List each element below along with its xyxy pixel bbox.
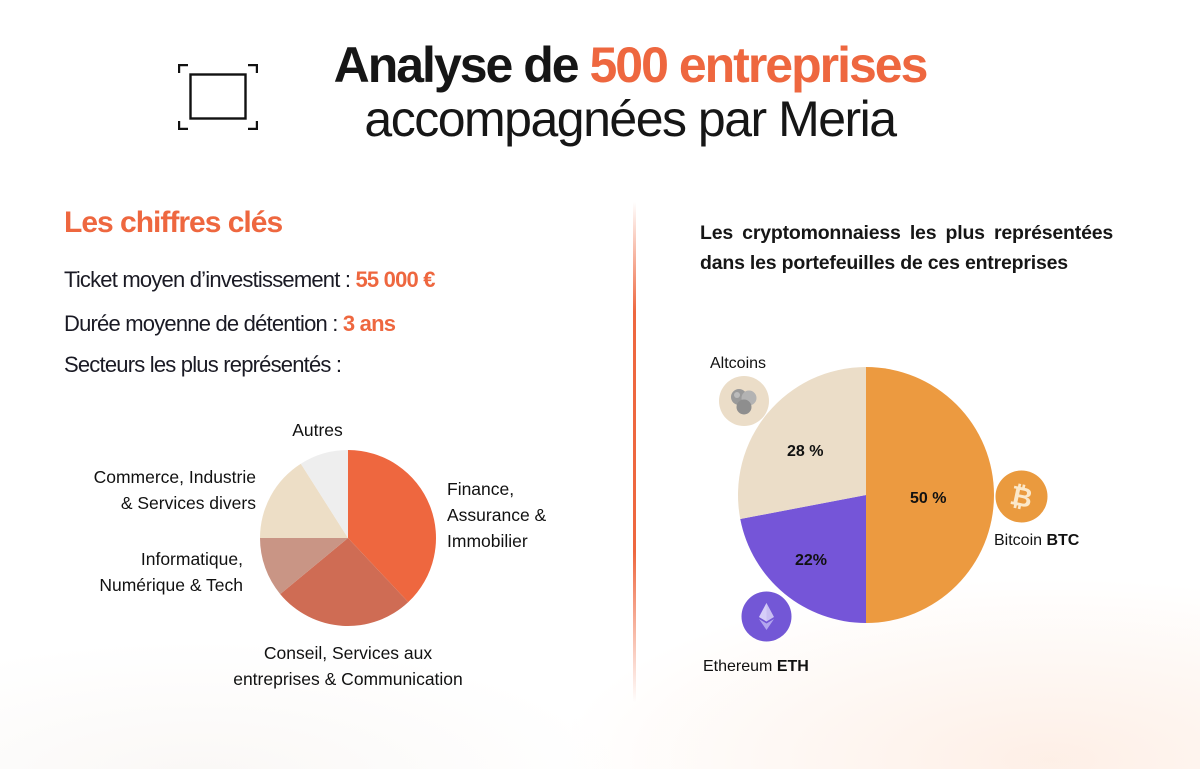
pie-slice-bitcoin bbox=[866, 367, 994, 623]
ethereum-ticker: ETH bbox=[776, 658, 809, 675]
label-autres: Autres bbox=[292, 420, 343, 440]
bitcoin-name: Bitcoin bbox=[994, 532, 1047, 549]
label-altcoins: Altcoins bbox=[710, 355, 767, 372]
section-divider bbox=[633, 202, 636, 702]
title-line-2: accompagnées par Meria bbox=[364, 91, 897, 147]
ethereum-name: Ethereum bbox=[703, 658, 777, 675]
title-line-1: Analyse de 500 entreprises bbox=[260, 40, 1000, 90]
duration-line: Durée moyenne de détention : 3 ans bbox=[64, 311, 396, 337]
duration-label: Durée moyenne de détention : bbox=[64, 311, 343, 336]
title-accent: 500 entreprises bbox=[589, 37, 929, 93]
frame-corners-icon bbox=[178, 64, 258, 130]
pie-slice-altcoins bbox=[738, 367, 866, 519]
pie-slice-commerce bbox=[260, 463, 348, 538]
duration-value: 3 ans bbox=[342, 311, 396, 336]
title-prefix: Analyse de bbox=[333, 37, 590, 93]
pie-slice-autres bbox=[300, 450, 348, 538]
crypto-pie-chart bbox=[738, 367, 994, 623]
pie-slice-finance bbox=[348, 450, 436, 603]
label-finance-text: Finance, Assurance & Immobilier bbox=[447, 479, 547, 551]
label-informatique-text: Informatique, Numérique & Tech bbox=[99, 549, 243, 595]
label-informatique: Informatique, Numérique & Tech bbox=[40, 546, 243, 598]
ethereum-icon bbox=[741, 591, 792, 642]
pie-slice-informatique bbox=[260, 538, 348, 595]
pct-altcoins: 28 % bbox=[787, 443, 824, 460]
key-figures-heading: Les chiffres clés bbox=[64, 206, 283, 239]
sectors-label: Secteurs les plus représentés : bbox=[64, 352, 342, 377]
pie-slice-conseil bbox=[280, 538, 409, 626]
pct-eth: 22% bbox=[795, 552, 828, 569]
altcoins-icon bbox=[719, 376, 769, 426]
bitcoin-icon: ₿ bbox=[995, 470, 1048, 523]
label-conseil: Conseil, Services aux entreprises & Commu… bbox=[190, 640, 506, 692]
ticket-value: 55 000 € bbox=[355, 267, 435, 292]
sectors-pie-chart bbox=[260, 450, 436, 626]
pct-btc: 50 % bbox=[910, 490, 947, 507]
label-conseil-text: Conseil, Services aux entreprises & Commu… bbox=[233, 643, 463, 689]
bitcoin-ticker: BTC bbox=[1046, 532, 1080, 549]
pie-slice-ethereum bbox=[740, 495, 866, 623]
label-bitcoin: Bitcoin BTC bbox=[994, 532, 1079, 550]
ticket-line: Ticket moyen d’investissement : 55 000 € bbox=[64, 267, 436, 293]
ticket-label: Ticket moyen d’investissement : bbox=[64, 267, 356, 292]
crypto-heading: Les cryptomonnaiess les plus représentée… bbox=[700, 222, 1113, 274]
label-commerce-text: Commerce, Industrie & Services divers bbox=[93, 467, 256, 513]
label-commerce: Commerce, Industrie & Services divers bbox=[40, 464, 256, 516]
page-title: Analyse de 500 entreprises accompagnées … bbox=[260, 40, 1000, 144]
label-ethereum: Ethereum ETH bbox=[703, 658, 809, 676]
label-finance: Finance, Assurance & Immobilier bbox=[447, 476, 587, 554]
